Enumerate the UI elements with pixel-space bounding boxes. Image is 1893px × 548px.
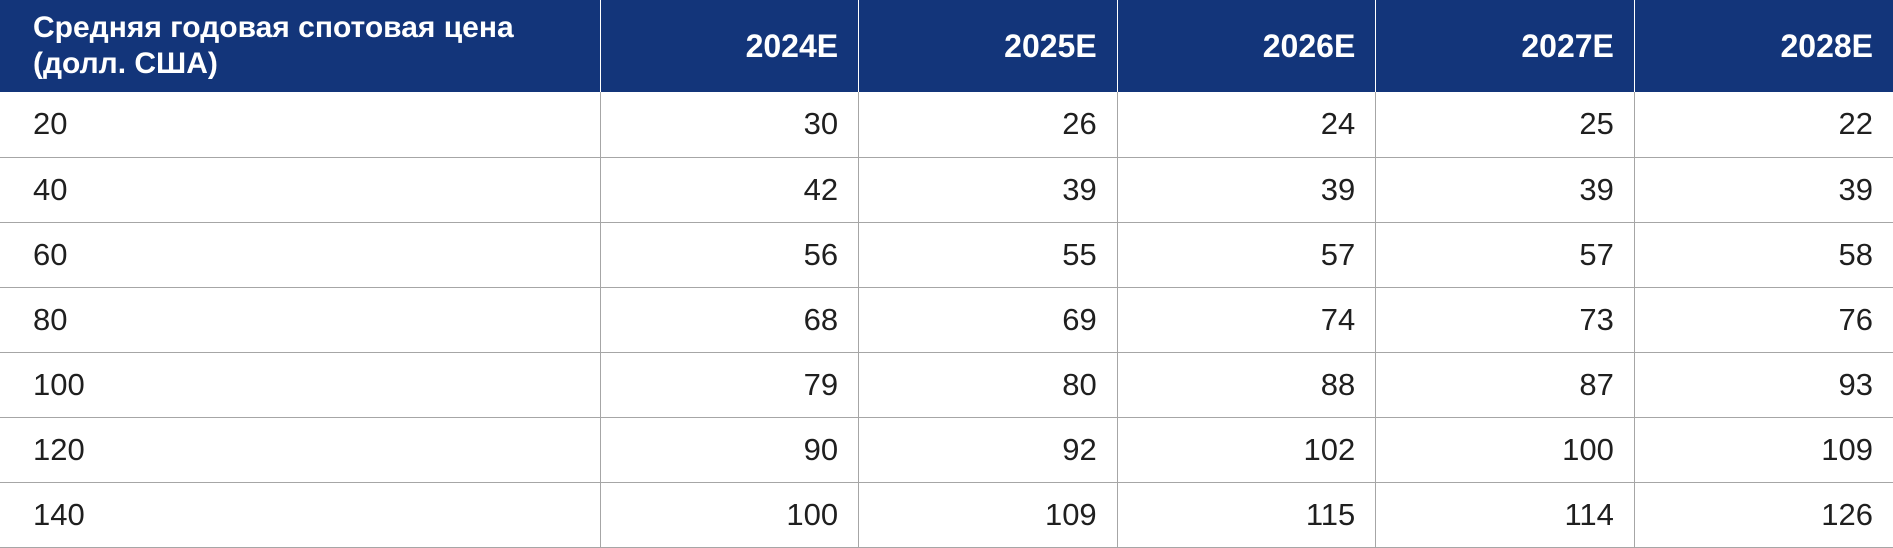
table-cell: 58 (1634, 222, 1893, 288)
table-cell: 79 (600, 352, 860, 418)
table-cell: 114 (1375, 482, 1635, 548)
table-cell: 90 (600, 417, 860, 483)
table-cell: 93 (1634, 352, 1893, 418)
table-cell: 57 (1375, 222, 1635, 288)
table-row: 80 68 69 74 73 76 (0, 287, 1893, 353)
header-label: Средняя годовая спотовая цена (долл. США… (0, 0, 601, 92)
table-cell: 92 (858, 417, 1118, 483)
table-cell: 25 (1375, 92, 1635, 158)
column-header: 2027E (1375, 0, 1635, 92)
row-label: 80 (0, 287, 601, 353)
table-row: 20 30 26 24 25 22 (0, 92, 1893, 158)
table-row: 40 42 39 39 39 39 (0, 157, 1893, 223)
table-cell: 73 (1375, 287, 1635, 353)
header-row: Средняя годовая спотовая цена (долл. США… (0, 0, 1893, 92)
table-cell: 68 (600, 287, 860, 353)
table-cell: 115 (1117, 482, 1377, 548)
table-cell: 42 (600, 157, 860, 223)
table-cell: 88 (1117, 352, 1377, 418)
table-cell: 56 (600, 222, 860, 288)
table-cell: 102 (1117, 417, 1377, 483)
table-cell: 109 (858, 482, 1118, 548)
table-cell: 24 (1117, 92, 1377, 158)
table-cell: 39 (858, 157, 1118, 223)
column-header: 2028E (1634, 0, 1893, 92)
table-cell: 100 (600, 482, 860, 548)
row-label: 120 (0, 417, 601, 483)
table-cell: 30 (600, 92, 860, 158)
table-cell: 80 (858, 352, 1118, 418)
column-header: 2024E (600, 0, 860, 92)
table-cell: 109 (1634, 417, 1893, 483)
table-cell: 39 (1634, 157, 1893, 223)
table-cell: 22 (1634, 92, 1893, 158)
table-row: 100 79 80 88 87 93 (0, 352, 1893, 418)
table-cell: 26 (858, 92, 1118, 158)
row-label: 40 (0, 157, 601, 223)
column-header: 2025E (858, 0, 1118, 92)
table-cell: 126 (1634, 482, 1893, 548)
table-cell: 76 (1634, 287, 1893, 353)
table-cell: 39 (1117, 157, 1377, 223)
table-cell: 69 (858, 287, 1118, 353)
table-row: 140 100 109 115 114 126 (0, 482, 1893, 548)
table-cell: 57 (1117, 222, 1377, 288)
row-label: 140 (0, 482, 601, 548)
row-label: 20 (0, 92, 601, 158)
table-row: 120 90 92 102 100 109 (0, 417, 1893, 483)
column-header: 2026E (1117, 0, 1377, 92)
row-label: 60 (0, 222, 601, 288)
table-row: 60 56 55 57 57 58 (0, 222, 1893, 288)
table-cell: 39 (1375, 157, 1635, 223)
table-cell: 87 (1375, 352, 1635, 418)
table-cell: 100 (1375, 417, 1635, 483)
table-cell: 55 (858, 222, 1118, 288)
table-cell: 74 (1117, 287, 1377, 353)
row-label: 100 (0, 352, 601, 418)
